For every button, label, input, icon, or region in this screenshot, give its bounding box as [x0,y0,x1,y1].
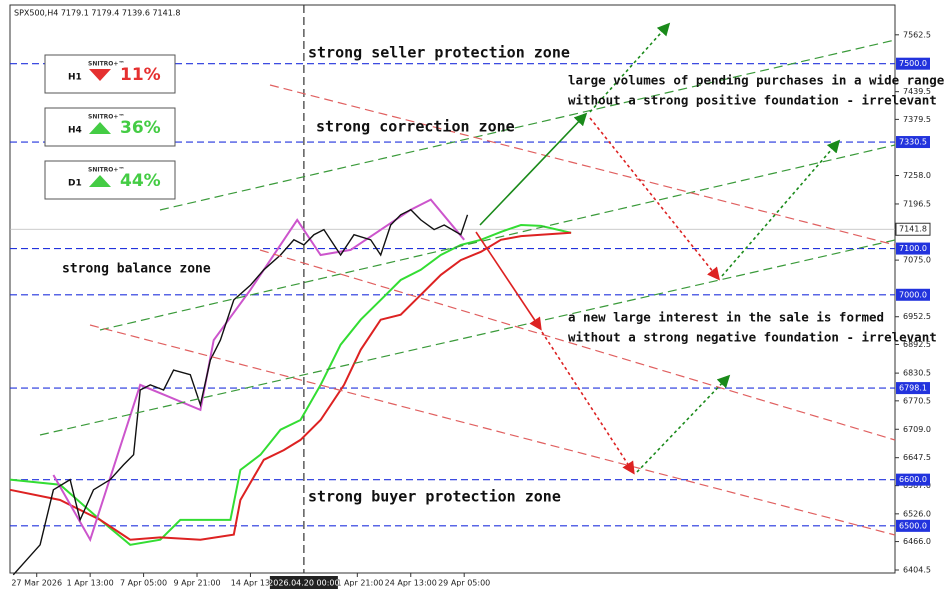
y-tick-label: 6952.5 [903,312,931,321]
y-tick-label: 7258.0 [903,171,931,180]
level-label: 7000.0 [899,290,927,299]
widget-box [44,54,176,94]
widget-value: 36% [120,118,161,138]
widget-timeframe: H4 [68,126,82,136]
level-label-bg [896,473,930,486]
y-tick-label: 7379.5 [903,115,931,124]
widget-brand: SNITRO+™ [88,61,124,68]
series-line [9,223,572,546]
widget-box [44,107,176,147]
series-line [12,208,469,576]
cursor-label: 2026.04.20 00:00 [268,579,339,588]
current-price-bg [895,222,931,236]
level-label: 7100.0 [899,244,927,253]
y-tick-label: 6587.0 [903,481,931,490]
y-tick-label: 6892.5 [903,340,931,349]
x-tick-label: 7 Apr 05:00 [120,579,167,588]
annotation: a new large interest in the sale is form… [568,310,884,325]
widget-value: 11% [120,65,161,85]
arrow [589,22,671,113]
x-tick-label: 1 Apr 13:00 [67,579,114,588]
level-label: 6798.1 [899,384,927,393]
y-tick-label: 7075.0 [903,256,931,265]
channel-line [269,84,896,246]
y-tick-label: 6647.5 [903,453,931,462]
series-line [9,231,572,541]
widget-value: 44% [120,171,161,191]
level-label-bg [896,136,930,149]
arrow [636,374,731,473]
y-tick-label: 7562.5 [903,30,931,39]
y-tick-label: 6466.0 [903,537,931,546]
current-price-label: 7141.8 [899,225,927,234]
arrow [479,112,588,226]
x-tick-label: 9 Apr 21:00 [173,579,220,588]
annotation: strong buyer protection zone [308,488,561,506]
y-tick-label: 6830.5 [903,369,931,378]
widget-brand: SNITRO+™ [88,167,124,174]
arrow [541,331,635,475]
level-label: 6600.0 [899,475,927,484]
annotation: large volumes of pending purchases in a … [568,73,945,88]
level-label-bg [896,519,930,532]
widget-arrow [89,122,111,134]
y-tick-label: 6404.5 [903,565,931,574]
level-label-bg [896,242,930,255]
level-label-bg [896,57,930,70]
widget-brand: SNITRO+™ [88,114,124,121]
chart-title: SPX500,H4 7179.1 7179.4 7139.6 7141.8 [14,9,180,18]
annotation: strong correction zone [316,118,515,136]
channel-line [89,324,896,536]
y-tick-label: 6770.5 [903,396,931,405]
y-tick-label: 7196.5 [903,199,931,208]
x-tick-label: 29 Apr 05:00 [438,579,490,588]
plot-frame [9,4,896,574]
widget-arrow [89,175,111,187]
channel-line [259,249,896,441]
level-label-bg [896,288,930,301]
x-tick-label: 21 Apr 21:00 [331,579,383,588]
level-label: 7500.0 [899,59,927,68]
x-tick-label: 24 Apr 13:00 [385,579,437,588]
level-label-bg [896,382,930,395]
cursor-label-bg [269,576,338,589]
arrow [589,117,720,281]
widget-arrow [89,69,111,81]
widget-timeframe: H1 [68,73,82,83]
widget-box [44,160,176,200]
annotation: strong seller protection zone [308,44,570,62]
x-tick-label: 27 Mar 2026 [11,579,62,588]
annotation: without a strong positive foundation - i… [568,93,937,108]
level-label: 7330.5 [899,138,927,147]
annotation: strong balance zone [62,262,211,277]
level-label: 6500.0 [899,521,927,530]
x-tick-label: 14 Apr 13 [231,579,270,588]
arrows [475,22,841,475]
arrow [475,231,542,331]
widget-timeframe: D1 [68,179,82,189]
annotation: without a strong negative foundation - i… [568,330,937,345]
y-tick-label: 6526.0 [903,509,931,518]
channels [39,39,896,536]
channel-line [39,239,896,436]
y-tick-label: 7439.5 [903,87,931,96]
y-tick-label: 6709.0 [903,425,931,434]
channel-line [99,144,896,331]
